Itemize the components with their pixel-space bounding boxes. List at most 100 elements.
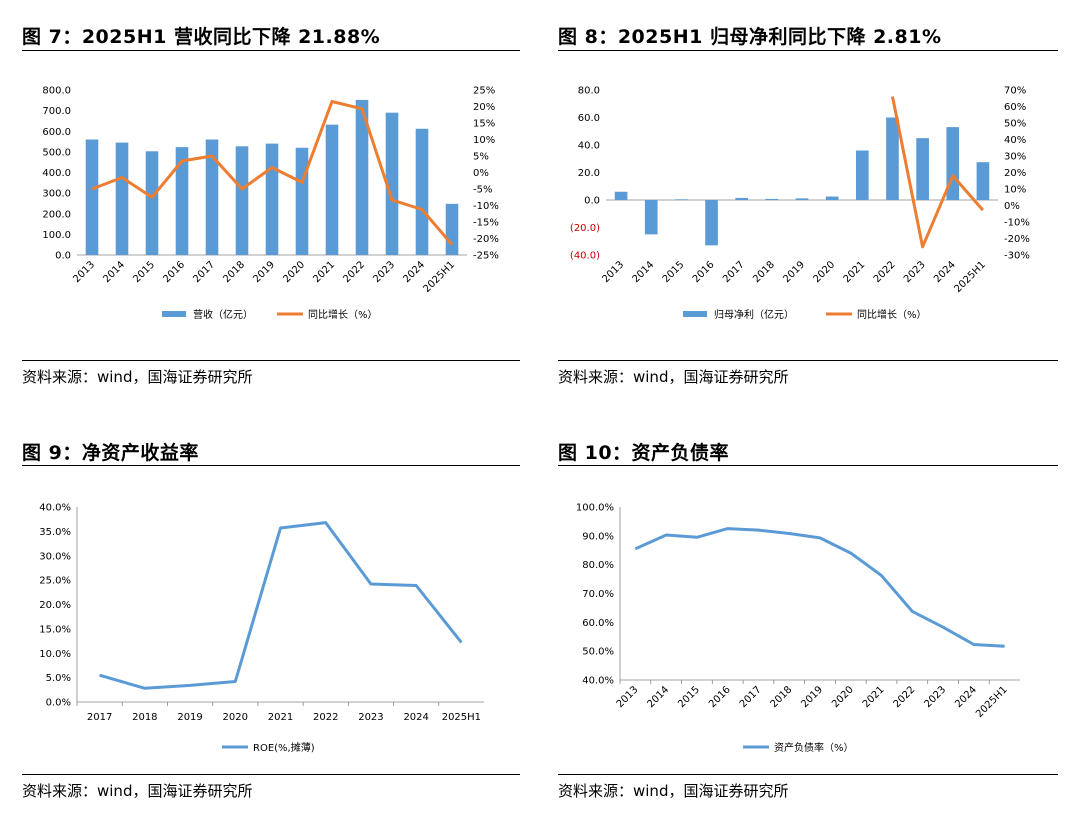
y-right-tick-label: 60%: [1004, 102, 1026, 113]
source-note: 资料来源：wind，国海证券研究所: [22, 782, 253, 800]
y-left-tick-label: 80.0: [578, 86, 600, 97]
x-tick-label: 2014: [645, 684, 671, 710]
x-tick-label: 2019: [251, 259, 277, 285]
y-left-tick-label: (40.0): [570, 251, 600, 262]
bar: [886, 117, 899, 200]
panel-revenue: 图 7：2025H1 营收同比下降 21.88% 0.0 100.0 200.0 30…: [22, 0, 522, 400]
x-tick-label: 2017: [738, 684, 764, 710]
title-divider: [22, 465, 520, 466]
y-left-tick-label: 70.0%: [582, 589, 614, 600]
x-tick-label: 2025H1: [442, 712, 481, 723]
y-left-tick-label: 200.0: [42, 209, 71, 220]
y-right-tick-label: 5%: [473, 152, 489, 163]
source-divider: [558, 360, 1058, 361]
chart-title: 图 10：资产负债率: [558, 442, 730, 464]
source-note: 资料来源：wind，国海证券研究所: [558, 368, 789, 386]
x-tick-label: 2021: [268, 712, 293, 723]
y-right-tick-label: -20%: [1004, 234, 1030, 245]
net-profit-chart: (40.0) (20.0) 0.0 20.0 40.0 60.0 80.0 -30% -20% -…: [570, 86, 1030, 322]
y-left-tick-label: 40.0: [578, 141, 600, 152]
y-left-tick-label: 15.0%: [39, 624, 71, 635]
legend-swatch: [683, 311, 707, 317]
x-tick-label: 2013: [600, 259, 626, 285]
x-tick-label: 2015: [131, 259, 157, 285]
x-tick-label: 2020: [281, 259, 307, 285]
x-tick-label: 2019: [177, 712, 202, 723]
source-divider: [558, 774, 1058, 775]
y-right-tick-label: 0%: [1004, 201, 1020, 212]
title-divider: [558, 465, 1058, 466]
bar: [265, 143, 279, 255]
bar: [644, 200, 658, 235]
source-note: 资料来源：wind，国海证券研究所: [558, 782, 789, 800]
panel-debt-ratio: 图 10：资产负债率 40.0% 50.0% 60.0% 70.0% 80.0% 90.0…: [558, 410, 1058, 827]
x-tick-label: 2016: [691, 259, 717, 285]
x-tick-label: 2021: [861, 684, 887, 710]
x-tick-label: 2019: [781, 259, 807, 285]
y-right-tick-label: 40%: [1004, 135, 1026, 146]
y-right-tick-label: -10%: [1004, 218, 1030, 229]
x-tick-label: 2018: [221, 259, 247, 285]
bar: [825, 196, 839, 200]
series-line: [99, 521, 463, 690]
x-tick-label: 2016: [161, 259, 187, 285]
y-right-tick-label: -30%: [1004, 251, 1030, 262]
bar: [735, 197, 749, 200]
bar: [355, 99, 369, 256]
x-tick-label: 2017: [87, 712, 112, 723]
y-left-tick-label: 40.0%: [39, 503, 71, 514]
title-divider: [558, 50, 1058, 51]
x-tick-label: 2017: [191, 259, 217, 285]
y-left-tick-label: 300.0: [42, 189, 71, 200]
source-note: 资料来源：wind，国海证券研究所: [22, 368, 253, 386]
y-left-tick-label: 60.0: [578, 113, 600, 124]
bar: [976, 162, 990, 200]
bar: [765, 198, 779, 200]
y-left-tick-label: 20.0: [578, 168, 600, 179]
legend-label: 营收（亿元）: [193, 308, 253, 321]
x-tick-label: 2024: [953, 684, 979, 710]
x-tick-label: 2023: [371, 259, 397, 285]
x-tick-label: 2014: [101, 259, 127, 285]
x-tick-label: 2018: [769, 684, 795, 710]
series-line: [91, 100, 454, 246]
x-tick-label: 2013: [71, 259, 97, 285]
bar: [705, 200, 718, 246]
y-right-tick-label: -5%: [473, 185, 492, 196]
chart-title: 图 8：2025H1 归母净利同比下降 2.81%: [558, 26, 942, 48]
panel-net-profit: 图 8：2025H1 归母净利同比下降 2.81% (40.0) (20.0) 0.…: [558, 0, 1058, 400]
x-tick-label: 2020: [811, 259, 837, 285]
y-left-tick-label: (20.0): [570, 223, 600, 234]
x-tick-label: 2019: [799, 684, 825, 710]
y-left-tick-label: 800.0: [42, 86, 71, 97]
bar: [415, 128, 429, 255]
bar: [855, 150, 869, 200]
revenue-chart: 0.0 100.0 200.0 300.0 400.0 500.0 600.0 700.0 80…: [42, 86, 498, 322]
source-divider: [22, 360, 520, 361]
y-left-tick-label: 0.0: [55, 251, 71, 262]
y-left-tick-label: 50.0%: [582, 647, 614, 658]
x-tick-label: 2017: [721, 259, 747, 285]
bar: [85, 139, 99, 255]
x-tick-label: 2023: [358, 712, 383, 723]
x-tick-label: 2016: [707, 684, 733, 710]
bar: [115, 142, 129, 255]
x-tick-label: 2015: [661, 259, 687, 285]
x-tick-label: 2020: [830, 684, 856, 710]
y-left-tick-label: 400.0: [42, 168, 71, 179]
roe-chart: 0.0% 5.0% 10.0% 15.0% 20.0% 25.0% 30.0% 35.0% 40…: [39, 503, 484, 754]
x-tick-label: 2024: [401, 259, 427, 285]
legend-swatch: [162, 311, 186, 317]
bar: [205, 139, 219, 255]
y-left-tick-label: 700.0: [42, 106, 71, 117]
bar: [145, 151, 159, 255]
x-tick-label: 2022: [341, 259, 367, 285]
y-left-tick-label: 40.0%: [582, 676, 614, 687]
x-tick-label: 2021: [842, 259, 868, 285]
bar: [235, 146, 249, 255]
y-left-tick-label: 60.0%: [582, 618, 614, 629]
bar: [675, 199, 688, 201]
x-tick-label: 2022: [892, 684, 918, 710]
y-right-tick-label: 50%: [1004, 119, 1026, 130]
bar: [614, 191, 628, 200]
